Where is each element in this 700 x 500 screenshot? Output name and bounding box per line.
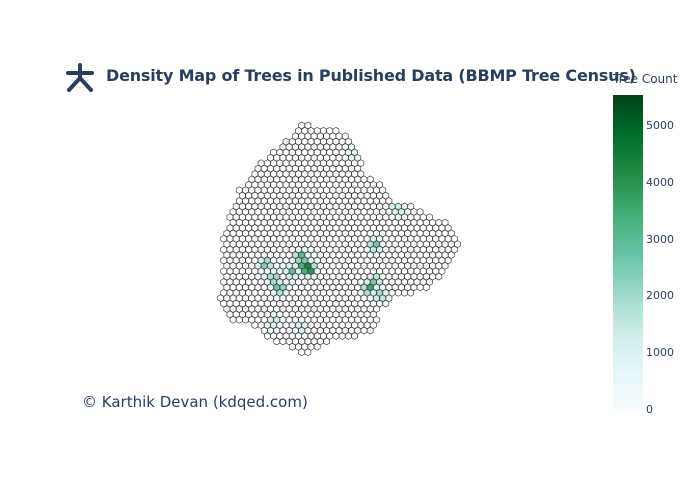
colorbar-tick-3000: 3000	[646, 232, 674, 246]
hex-cell[interactable]	[251, 321, 259, 330]
hex-cell[interactable]	[235, 315, 243, 324]
hex-cell[interactable]	[264, 332, 271, 340]
hex-cell[interactable]	[273, 337, 281, 346]
hex-cell[interactable]	[288, 342, 296, 351]
hex-cell[interactable]	[242, 315, 249, 324]
hex-cell[interactable]	[416, 283, 424, 292]
hex-cell[interactable]	[366, 326, 374, 335]
colorbar-tick-4000: 4000	[646, 175, 674, 189]
hex-cell[interactable]	[407, 288, 415, 297]
hex-cell[interactable]	[360, 326, 368, 335]
hex-cell[interactable]	[229, 315, 237, 324]
hex-cell[interactable]	[323, 337, 330, 346]
asterisk-logo-icon	[66, 63, 94, 92]
hex-cell[interactable]	[401, 288, 408, 297]
colorbar-tick-0: 0	[646, 403, 653, 416]
credit-text: © Karthik Devan (kdqed.com)	[82, 393, 308, 411]
colorbar-title: Tree Count	[613, 72, 678, 86]
hex-cell[interactable]	[382, 299, 390, 308]
hex-cell[interactable]	[304, 348, 312, 357]
hex-cell[interactable]	[394, 288, 402, 297]
hex-cell[interactable]	[298, 348, 305, 357]
hex-cell[interactable]	[345, 332, 352, 340]
hex-cell[interactable]	[279, 337, 287, 346]
hex-cell[interactable]	[423, 283, 430, 292]
hex-layer	[217, 121, 461, 357]
colorbar	[613, 95, 643, 410]
map-title: Density Map of Trees in Published Data (…	[106, 66, 636, 85]
hex-cell[interactable]	[332, 332, 340, 340]
colorbar-tick-2000: 2000	[646, 289, 674, 303]
hex-cell[interactable]	[351, 332, 358, 340]
hex-cell[interactable]	[313, 342, 321, 351]
hex-cell[interactable]	[338, 332, 346, 340]
colorbar-tick-1000: 1000	[646, 346, 674, 360]
hex-cell[interactable]	[435, 272, 443, 281]
colorbar-tick-5000: 5000	[646, 119, 674, 133]
